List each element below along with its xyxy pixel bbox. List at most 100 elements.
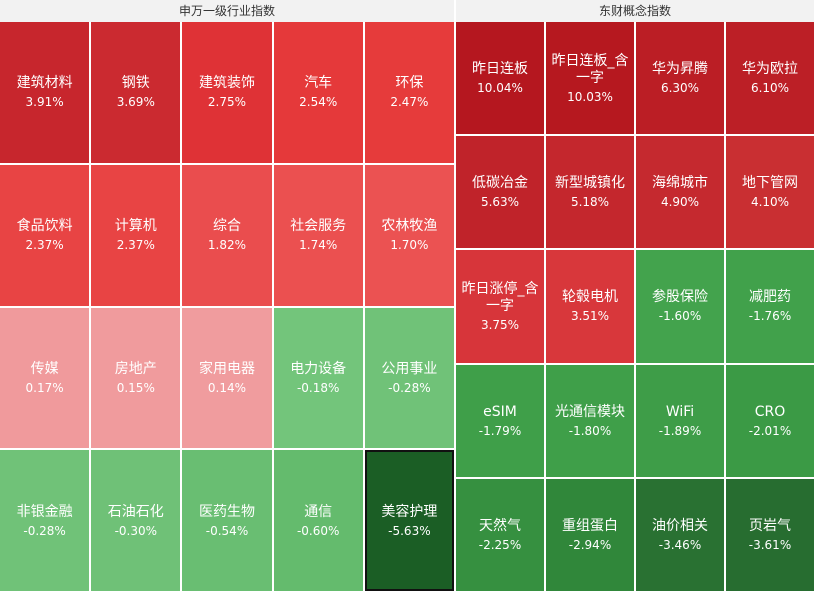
tile[interactable]: 食品饮料 2.37%: [0, 164, 90, 306]
tile[interactable]: 华为昇腾 6.30%: [636, 22, 724, 135]
tile[interactable]: 页岩气 -3.61%: [726, 478, 814, 591]
concept-panel: 东财概念指数 昨日连板 10.04% 昨日连板_含一字 10.03% 华为昇腾 6.30%…: [456, 0, 814, 591]
tile[interactable]: 昨日涨停_含一字 3.75%: [456, 250, 544, 363]
tile-name: 石油石化: [107, 503, 164, 520]
tile-change: -0.30%: [114, 523, 158, 538]
tile-change: 3.75%: [480, 317, 520, 332]
tile[interactable]: 重组蛋白 -2.94%: [546, 478, 634, 591]
tile[interactable]: 昨日连板 10.04%: [456, 22, 544, 135]
tile-name: WiFi: [665, 403, 695, 420]
tile-change: 1.74%: [299, 238, 338, 253]
tile[interactable]: 轮毂电机 3.51%: [546, 250, 634, 363]
tile[interactable]: 昨日连板_含一字 10.03%: [546, 22, 634, 135]
tile-change: 6.10%: [750, 81, 790, 96]
tile-name: 房地产: [114, 360, 157, 377]
tile-name: 昨日连板_含一字: [551, 52, 629, 86]
tile[interactable]: 美容护理 -5.63%: [364, 450, 454, 591]
tile-name: 低碳冶金: [472, 175, 528, 192]
tile[interactable]: 低碳冶金 5.63%: [456, 136, 544, 249]
tile-name: 电力设备: [290, 360, 347, 377]
tile-change: 5.18%: [570, 195, 610, 210]
tile-change: -1.79%: [478, 423, 522, 438]
tile-name: 社会服务: [290, 218, 347, 235]
tile-name: 参股保险: [652, 289, 708, 306]
tile-name: eSIM: [483, 403, 517, 420]
tile-name: 美容护理: [381, 503, 438, 520]
tile-name: 非银金融: [16, 503, 73, 520]
tile[interactable]: 医药生物 -0.54%: [182, 450, 272, 591]
tile[interactable]: 油价相关 -3.46%: [636, 478, 724, 591]
tile-change: -3.61%: [748, 537, 792, 552]
tile-change: -0.54%: [205, 523, 249, 538]
tile[interactable]: 海绵城市 4.90%: [636, 136, 724, 249]
tile-name: 减肥药: [749, 289, 791, 306]
tile-change: -1.89%: [658, 423, 702, 438]
tile-change: -2.01%: [748, 423, 792, 438]
tile-name: 通信: [304, 503, 333, 520]
tile-name: 光通信模块: [555, 403, 625, 420]
tile-change: 0.15%: [116, 380, 155, 395]
tile-change: -0.18%: [296, 380, 340, 395]
tile-name: 昨日涨停_含一字: [461, 280, 539, 314]
tile-change: -0.28%: [388, 380, 431, 395]
panel-title: 东财概念指数: [456, 0, 814, 22]
tile-change: 3.91%: [25, 95, 64, 110]
tile-change: 0.17%: [25, 380, 64, 395]
tile[interactable]: eSIM -1.79%: [456, 364, 544, 477]
tile-change: 2.54%: [299, 95, 338, 110]
tile-change: 5.63%: [480, 195, 520, 210]
tile[interactable]: 家用电器 0.14%: [182, 307, 272, 449]
tile-name: 食品饮料: [16, 218, 73, 235]
tile-name: 建筑装饰: [198, 75, 255, 92]
tile-change: 4.10%: [750, 195, 790, 210]
tile-change: 2.75%: [207, 95, 247, 110]
tile-name: 汽车: [304, 75, 333, 92]
tile[interactable]: 计算机 2.37%: [91, 164, 181, 306]
tile-change: -0.28%: [23, 523, 66, 538]
tile[interactable]: 社会服务 1.74%: [273, 164, 363, 306]
tile-grid: 昨日连板 10.04% 昨日连板_含一字 10.03% 华为昇腾 6.30% 华为欧拉 6.1…: [456, 22, 814, 591]
tile[interactable]: 石油石化 -0.30%: [91, 450, 181, 591]
tile[interactable]: 综合 1.82%: [182, 164, 272, 306]
tile-change: -1.80%: [568, 423, 612, 438]
tile-name: 海绵城市: [652, 175, 708, 192]
tile-change: 4.90%: [660, 195, 700, 210]
tile-change: 0.14%: [207, 380, 247, 395]
tile[interactable]: 建筑材料 3.91%: [0, 22, 90, 163]
tile[interactable]: 新型城镇化 5.18%: [546, 136, 634, 249]
tile[interactable]: CRO -2.01%: [726, 364, 814, 477]
tile-name: 昨日连板: [472, 61, 528, 78]
tile-name: 环保: [395, 75, 424, 92]
tile[interactable]: 地下管网 4.10%: [726, 136, 814, 249]
tile-name: 重组蛋白: [562, 517, 618, 534]
tile[interactable]: 钢铁 3.69%: [91, 22, 181, 163]
tile[interactable]: 电力设备 -0.18%: [273, 307, 363, 449]
tile[interactable]: 天然气 -2.25%: [456, 478, 544, 591]
tile-name: 页岩气: [749, 517, 791, 534]
tile[interactable]: 房地产 0.15%: [91, 307, 181, 449]
tile-change: -1.76%: [748, 309, 792, 324]
tile-change: 10.04%: [477, 81, 523, 96]
tile[interactable]: 环保 2.47%: [364, 22, 454, 163]
tile-name: 医药生物: [198, 503, 255, 520]
tile-name: 建筑材料: [16, 75, 73, 92]
tile[interactable]: 传媒 0.17%: [0, 307, 90, 449]
tile[interactable]: 光通信模块 -1.80%: [546, 364, 634, 477]
tile[interactable]: 通信 -0.60%: [273, 450, 363, 591]
tile[interactable]: 公用事业 -0.28%: [364, 307, 454, 449]
tile-change: 1.70%: [390, 238, 429, 253]
tile-name: 传媒: [30, 360, 59, 377]
tile[interactable]: 汽车 2.54%: [273, 22, 363, 163]
tile-change: -5.63%: [388, 523, 431, 538]
tile-name: 轮毂电机: [562, 289, 618, 306]
tile[interactable]: 减肥药 -1.76%: [726, 250, 814, 363]
tile[interactable]: WiFi -1.89%: [636, 364, 724, 477]
tile[interactable]: 农林牧渔 1.70%: [364, 164, 454, 306]
tile[interactable]: 非银金融 -0.28%: [0, 450, 90, 591]
tile-change: 2.37%: [25, 238, 64, 253]
tile[interactable]: 华为欧拉 6.10%: [726, 22, 814, 135]
tile[interactable]: 建筑装饰 2.75%: [182, 22, 272, 163]
tile[interactable]: 参股保险 -1.60%: [636, 250, 724, 363]
tile-change: -2.94%: [568, 537, 612, 552]
tile-change: -2.25%: [478, 537, 522, 552]
